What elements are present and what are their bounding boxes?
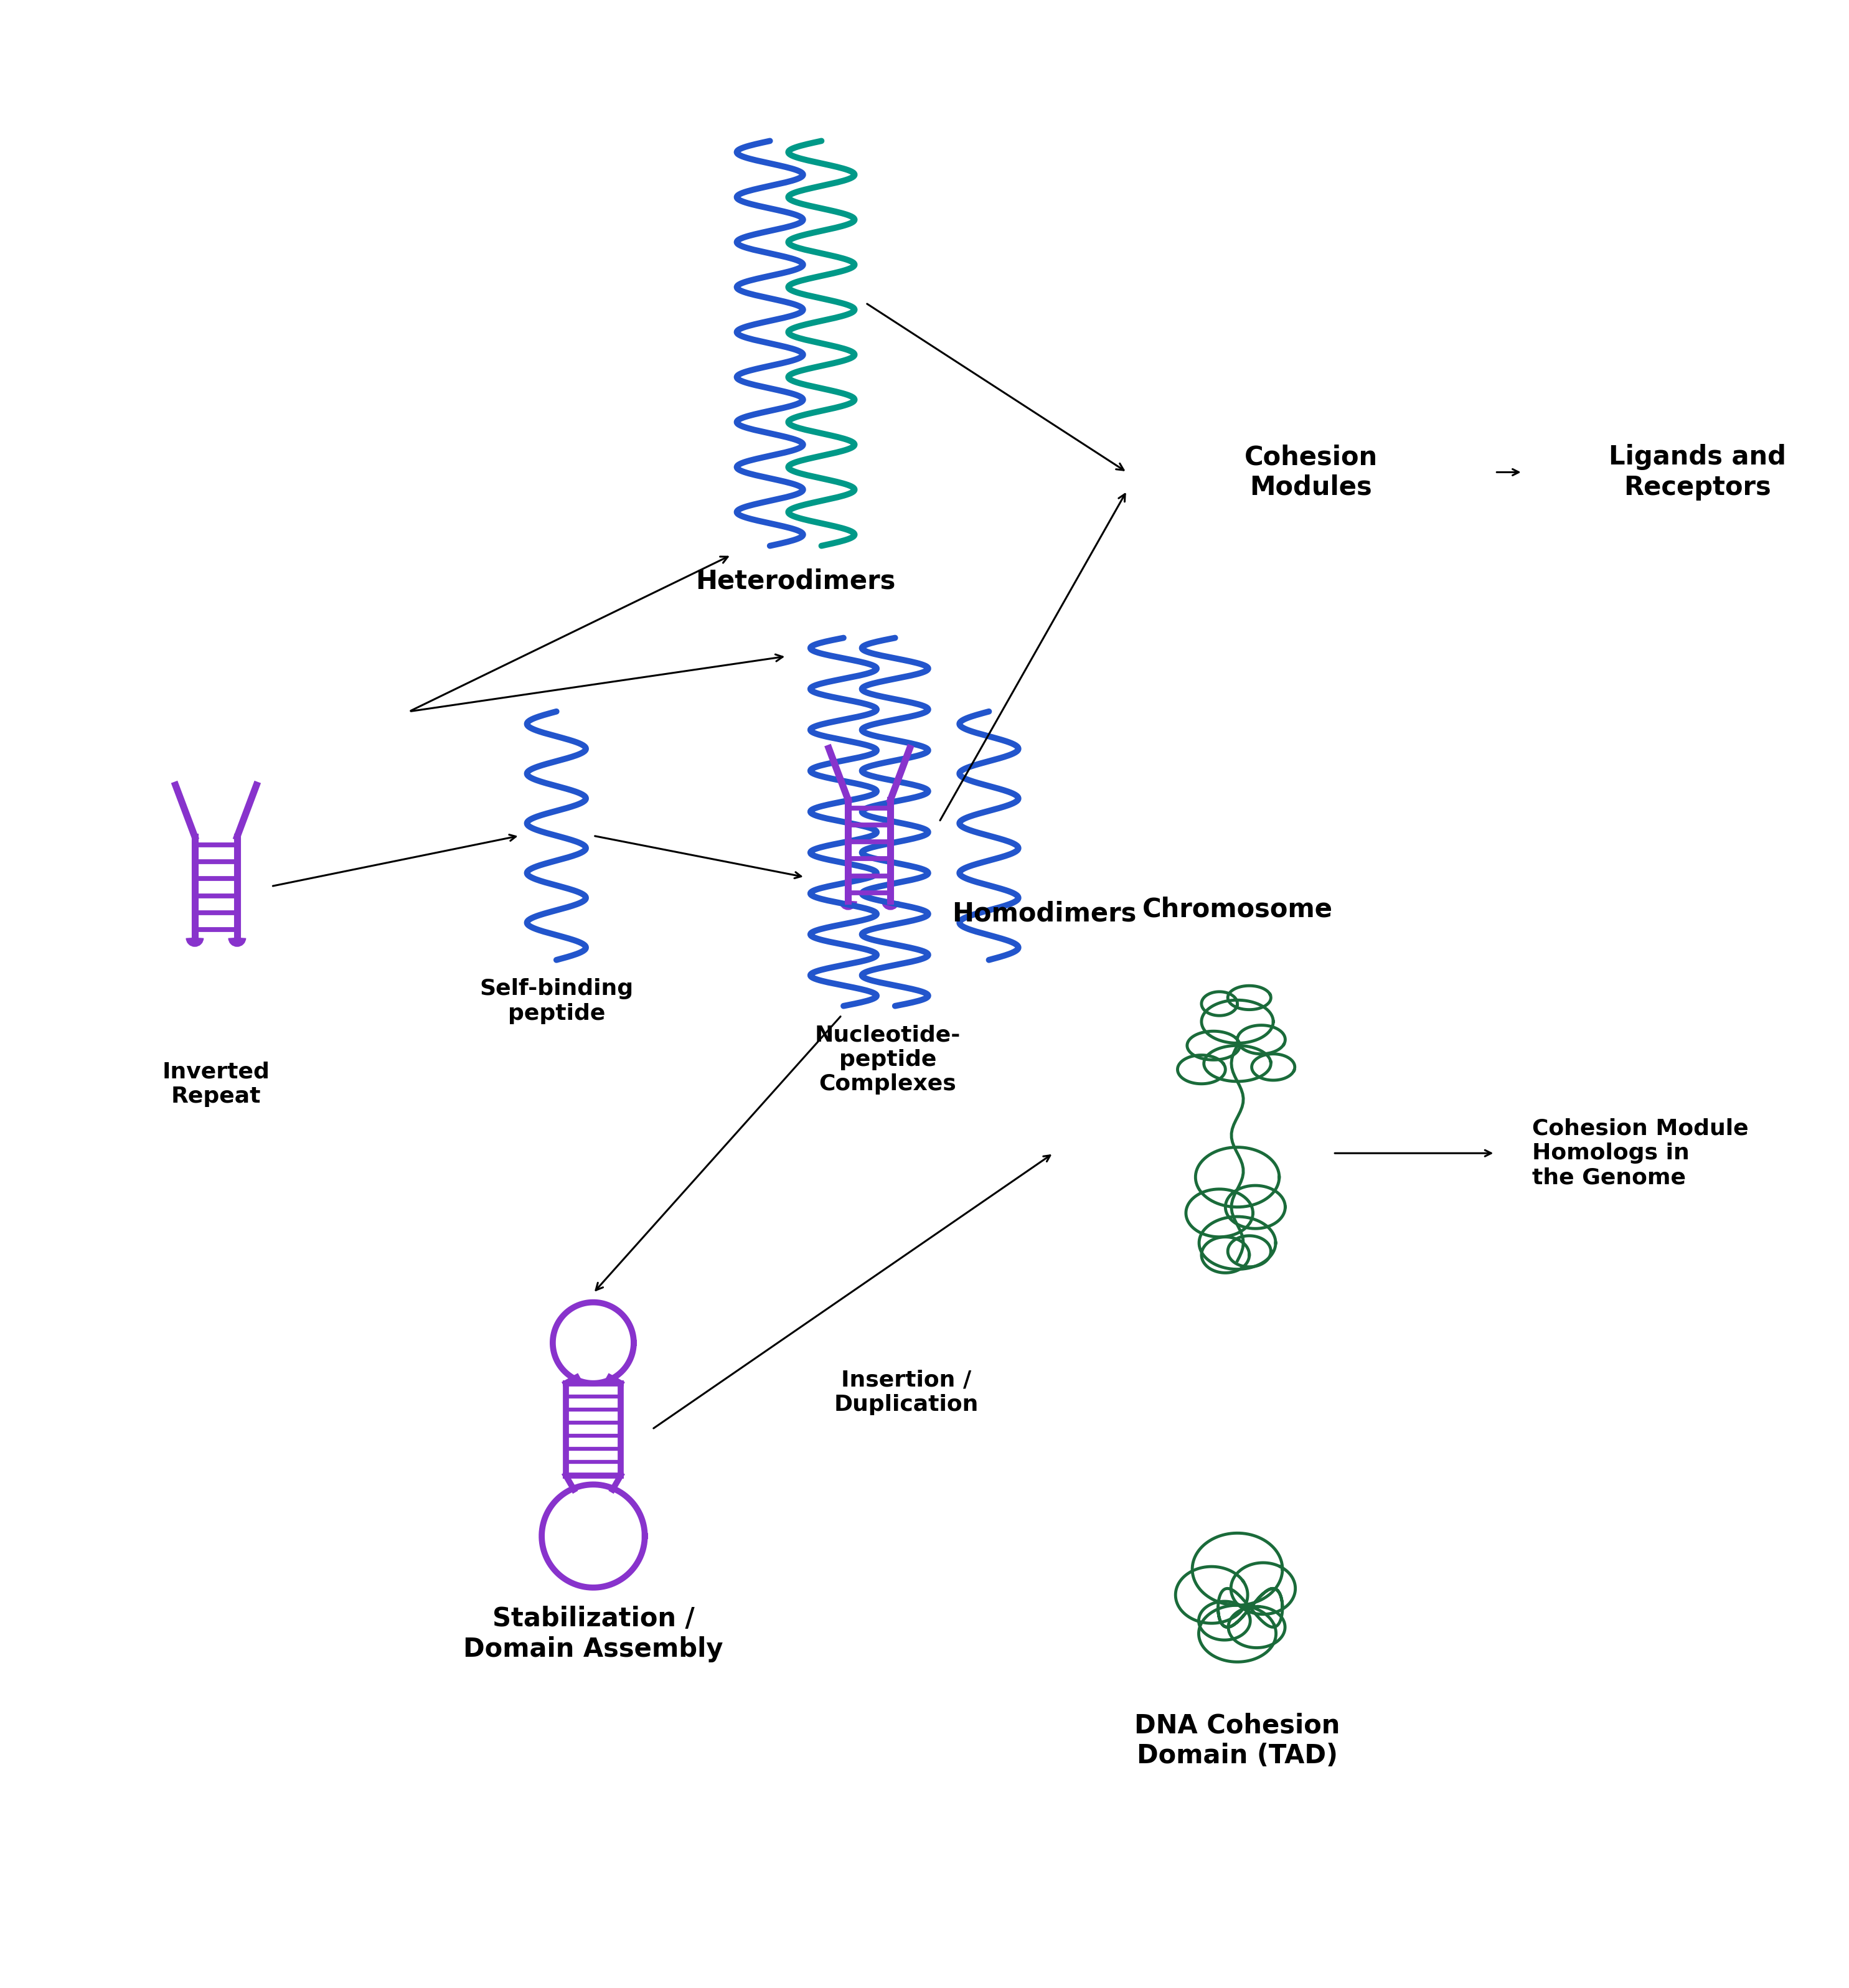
Text: Inverted
Repeat: Inverted Repeat	[163, 1062, 270, 1107]
Text: Insertion /
Duplication: Insertion / Duplication	[834, 1370, 978, 1415]
Text: Nucleotide-
peptide
Complexes: Nucleotide- peptide Complexes	[815, 1024, 961, 1095]
Text: DNA Cohesion
Domain (TAD): DNA Cohesion Domain (TAD)	[1135, 1714, 1341, 1769]
Text: Cohesion Module
Homologs in
the Genome: Cohesion Module Homologs in the Genome	[1531, 1117, 1749, 1189]
Text: Cohesion
Modules: Cohesion Modules	[1244, 443, 1378, 501]
Text: Chromosome: Chromosome	[1143, 897, 1333, 922]
Text: Heterodimers: Heterodimers	[695, 569, 895, 594]
Text: Self-binding
peptide: Self-binding peptide	[479, 978, 634, 1024]
Text: Homodimers: Homodimers	[952, 901, 1137, 926]
Text: Stabilization /
Domain Assembly: Stabilization / Domain Assembly	[464, 1606, 723, 1662]
Text: Ligands and
Receptors: Ligands and Receptors	[1609, 443, 1786, 501]
